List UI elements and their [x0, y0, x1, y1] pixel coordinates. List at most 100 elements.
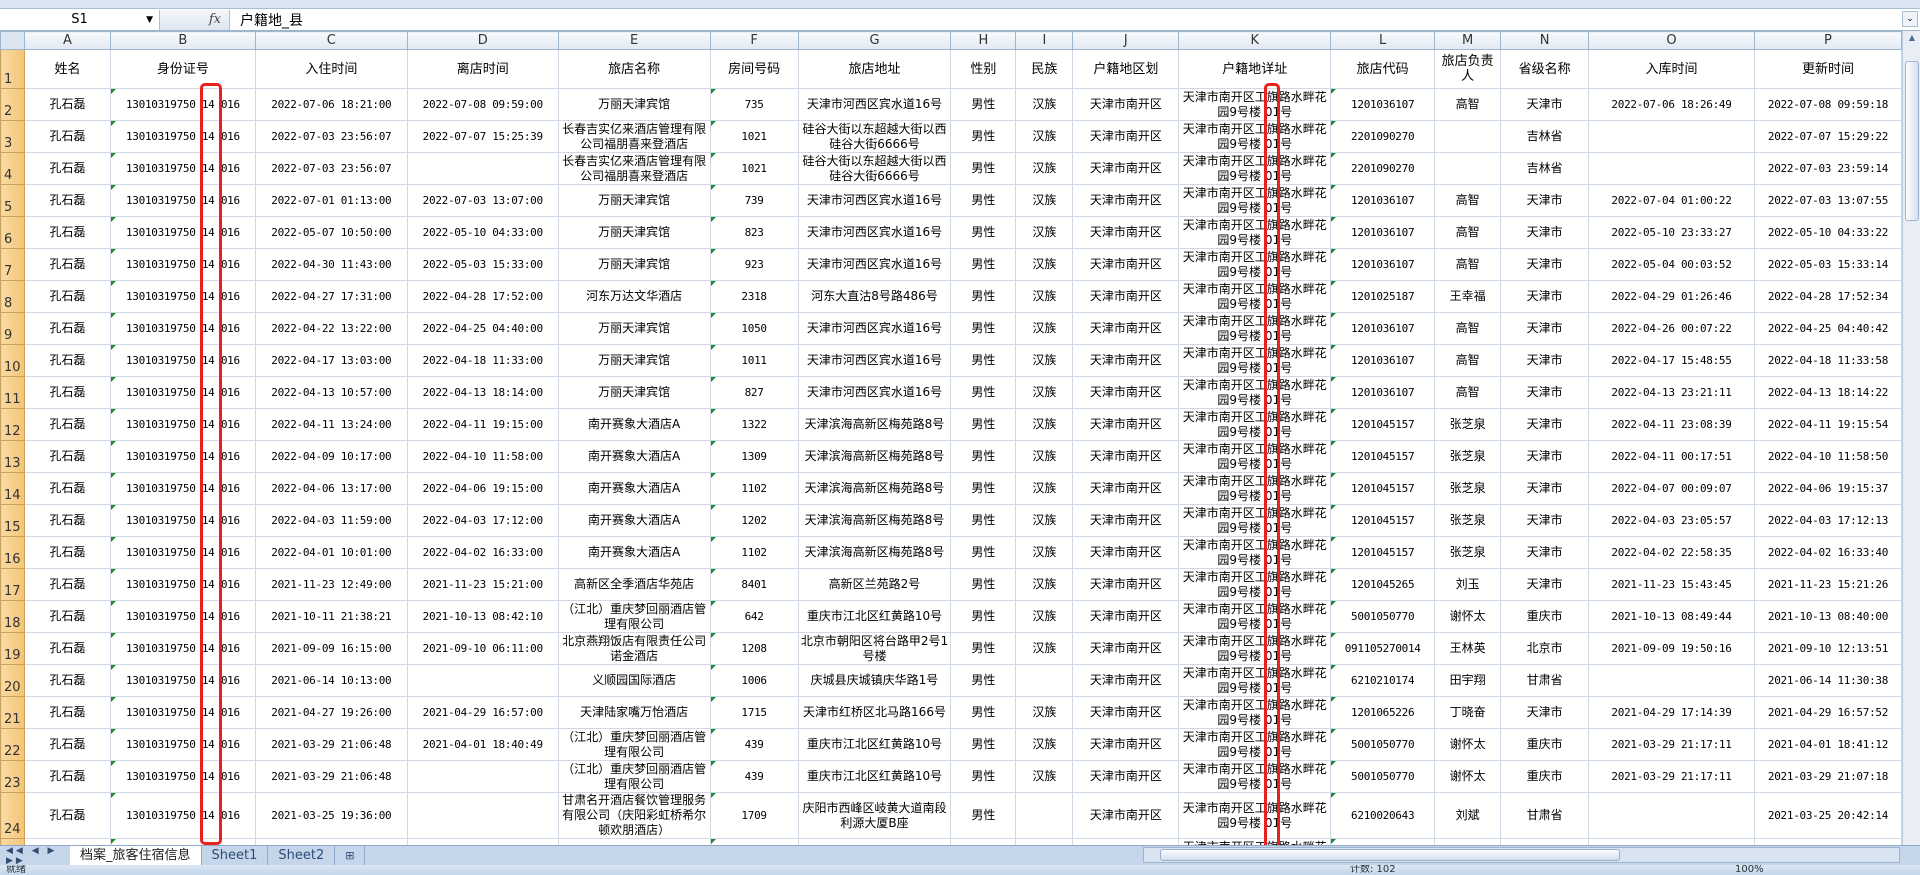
- cell-l[interactable]: 5001050770: [1330, 728, 1436, 761]
- cell-o[interactable]: 2022-04-17 15:48:55: [1588, 344, 1755, 377]
- cell-f[interactable]: 2318: [709, 280, 799, 313]
- header-cell[interactable]: 身份证号: [109, 49, 256, 89]
- cell-e[interactable]: 长春吉实亿来酒店管理有限公司福朋喜来登酒店: [557, 152, 711, 185]
- cell-g[interactable]: 天津滨海高新区梅苑路8号: [797, 536, 952, 569]
- cell-h[interactable]: 男性: [950, 344, 1017, 377]
- cell-b[interactable]: 13010319750 14 016: [109, 88, 256, 121]
- cell-i[interactable]: 汉族: [1015, 120, 1074, 153]
- cell-p[interactable]: 2022-04-03 17:12:13: [1753, 504, 1902, 537]
- cell-a[interactable]: 孔石磊: [23, 600, 111, 633]
- cell-b[interactable]: 13010319750 14 016: [109, 664, 256, 697]
- cell-i[interactable]: 汉族: [1015, 248, 1074, 281]
- cell-m[interactable]: 谢怀太: [1434, 600, 1502, 633]
- cell-e[interactable]: 万丽天津宾馆: [557, 376, 711, 409]
- cell-l[interactable]: 1201036107: [1330, 184, 1436, 217]
- cell-h[interactable]: 男性: [950, 600, 1017, 633]
- cell-g[interactable]: 天津滨海高新区梅苑路8号: [797, 408, 952, 441]
- cell-o[interactable]: 2022-07-06 18:26:49: [1588, 88, 1755, 121]
- cell-p[interactable]: 2022-04-13 18:14:22: [1753, 376, 1902, 409]
- cell-l[interactable]: 1201065226: [1330, 696, 1436, 729]
- cell-j[interactable]: 天津市南开区: [1072, 504, 1180, 537]
- zoom-level[interactable]: 100%: [1735, 865, 1764, 875]
- horizontal-scroll-thumb[interactable]: [1160, 849, 1620, 861]
- chevron-down-icon[interactable]: ▼: [146, 14, 153, 25]
- cell-c[interactable]: 2021-09-09 16:15:00: [254, 632, 408, 665]
- cell-g[interactable]: [797, 838, 952, 845]
- cell-a[interactable]: 孔石磊: [23, 152, 111, 185]
- row-header[interactable]: 1: [0, 49, 25, 89]
- cell-d[interactable]: 2022-07-08 09:59:00: [406, 88, 559, 121]
- cell-d[interactable]: 2022-04-06 19:15:00: [406, 472, 559, 505]
- cell-e[interactable]: （江北）重庆梦回丽酒店管理有限公司: [557, 760, 711, 793]
- cell-i[interactable]: 汉族: [1015, 472, 1074, 505]
- cell-i[interactable]: [1015, 664, 1074, 697]
- cell-i[interactable]: 汉族: [1015, 88, 1074, 121]
- cell-c[interactable]: 2022-04-11 13:24:00: [254, 408, 408, 441]
- cell-o[interactable]: 2021-11-23 15:43:45: [1588, 568, 1755, 601]
- cell-p[interactable]: 2022-07-03 13:07:55: [1753, 184, 1902, 217]
- cell-j[interactable]: 天津市南开区: [1072, 376, 1180, 409]
- cell-o[interactable]: 2021-09-09 19:50:16: [1588, 632, 1755, 665]
- column-header-b[interactable]: B: [109, 31, 256, 50]
- row-header[interactable]: 19: [0, 632, 25, 665]
- cell-e[interactable]: 高新区全季酒店华苑店: [557, 568, 711, 601]
- cell-f[interactable]: 8401: [709, 568, 799, 601]
- cell-n[interactable]: 吉林省: [1500, 120, 1590, 153]
- cell-m[interactable]: 高智: [1434, 344, 1502, 377]
- cell-i[interactable]: 汉族: [1015, 344, 1074, 377]
- cell-b[interactable]: 13010319750 14 016: [109, 248, 256, 281]
- cell-h[interactable]: 男性: [950, 184, 1017, 217]
- cell-p[interactable]: 2021-04-29 16:57:52: [1753, 696, 1902, 729]
- cell-b[interactable]: 13010319750 14 016: [109, 472, 256, 505]
- cell-e[interactable]: 万丽天津宾馆: [557, 312, 711, 345]
- cell-c[interactable]: 2022-04-03 11:59:00: [254, 504, 408, 537]
- cell-d[interactable]: 2021-09-10 06:11:00: [406, 632, 559, 665]
- cell-l[interactable]: 1201045157: [1330, 504, 1436, 537]
- cell-n[interactable]: 天津市: [1500, 344, 1590, 377]
- cell-i[interactable]: [1015, 792, 1074, 839]
- cell-g[interactable]: 天津市河西区宾水道16号: [797, 248, 952, 281]
- header-cell[interactable]: 离店时间: [406, 49, 559, 89]
- cell-n[interactable]: 北京市: [1500, 632, 1590, 665]
- cell-e[interactable]: 万丽天津宾馆: [557, 248, 711, 281]
- cell-k[interactable]: 天津市南开区工旗路水畔花园9号楼 01号: [1178, 600, 1332, 633]
- cell-j[interactable]: 天津市南开区: [1072, 632, 1180, 665]
- cell-f[interactable]: 1102: [709, 472, 799, 505]
- cell-d[interactable]: 2022-04-25 04:40:00: [406, 312, 559, 345]
- cell-n[interactable]: 重庆市: [1500, 600, 1590, 633]
- row-header[interactable]: 13: [0, 440, 25, 473]
- cell-h[interactable]: 男性: [950, 696, 1017, 729]
- cell-i[interactable]: 汉族: [1015, 728, 1074, 761]
- cell-a[interactable]: 孔石磊: [23, 184, 111, 217]
- cell-m[interactable]: 高智: [1434, 184, 1502, 217]
- header-cell[interactable]: 房间号码: [709, 49, 799, 89]
- cell-e[interactable]: 天津陆家嘴万怡酒店: [557, 696, 711, 729]
- row-header[interactable]: 3: [0, 120, 25, 153]
- cell-o[interactable]: 2022-04-03 23:05:57: [1588, 504, 1755, 537]
- cell-f[interactable]: 439: [709, 728, 799, 761]
- cell-m[interactable]: 高智: [1434, 88, 1502, 121]
- cell-m[interactable]: 王幸福: [1434, 280, 1502, 313]
- cell-m[interactable]: 丁晓奋: [1434, 696, 1502, 729]
- cell-e[interactable]: （江北）重庆梦回丽酒店管理有限公司: [557, 728, 711, 761]
- header-cell[interactable]: 旅店名称: [557, 49, 711, 89]
- cell-b[interactable]: 13010319750 14 016: [109, 152, 256, 185]
- cell-f[interactable]: 1309: [709, 440, 799, 473]
- formula-input[interactable]: 户籍地_县: [240, 12, 303, 29]
- cell-k[interactable]: 天津市南开区工旗路水畔花园9号楼 01号: [1178, 696, 1332, 729]
- cell-g[interactable]: 硅谷大街以东超越大街以西硅谷大街6666号: [797, 120, 952, 153]
- cell-l[interactable]: 1201045157: [1330, 408, 1436, 441]
- row-header[interactable]: 20: [0, 664, 25, 697]
- select-all-corner[interactable]: [0, 31, 25, 50]
- cell-f[interactable]: 1322: [709, 408, 799, 441]
- cell-h[interactable]: 男性: [950, 280, 1017, 313]
- cell-c[interactable]: 2022-04-17 13:03:00: [254, 344, 408, 377]
- cell-k[interactable]: 天津市南开区工旗路水畔花园9号楼 01号: [1178, 568, 1332, 601]
- cell-n[interactable]: 天津市: [1500, 248, 1590, 281]
- cell-d[interactable]: [406, 838, 559, 845]
- cell-k[interactable]: 天津市南开区工旗路水畔花园9号楼 01号: [1178, 120, 1332, 153]
- cell-d[interactable]: 2021-10-13 08:42:10: [406, 600, 559, 633]
- cell-e[interactable]: 南开赛象大酒店A: [557, 472, 711, 505]
- cell-g[interactable]: 高新区兰苑路2号: [797, 568, 952, 601]
- cell-a[interactable]: 孔石磊: [23, 312, 111, 345]
